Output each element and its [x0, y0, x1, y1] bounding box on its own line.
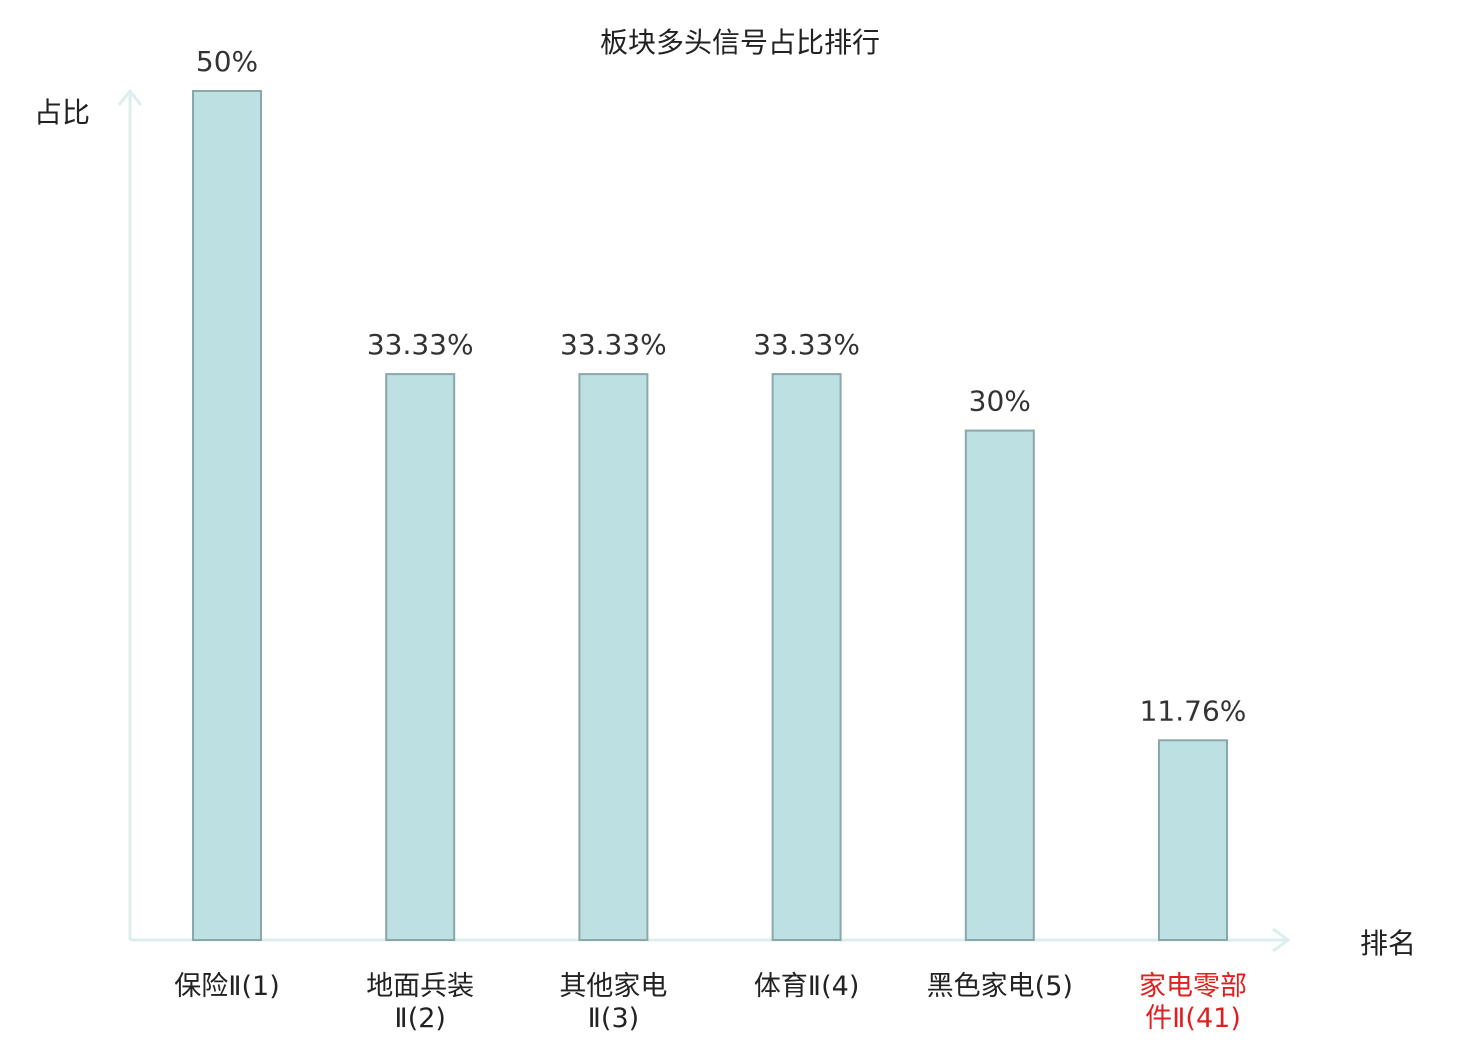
bar [771, 373, 842, 942]
category-label: Ⅱ(3) [588, 1003, 640, 1034]
value-label: 33.33% [753, 328, 860, 361]
value-label: 30% [969, 385, 1031, 418]
y-axis-arrow [117, 88, 143, 106]
bar [385, 373, 456, 942]
bar [578, 373, 649, 942]
bar [1158, 739, 1228, 941]
category-label: 体育Ⅱ(4) [754, 971, 860, 1002]
x-axis-arrow [1272, 927, 1291, 953]
category-label: 保险Ⅱ(1) [174, 971, 280, 1002]
bar [964, 429, 1035, 941]
category-label: Ⅱ(2) [394, 1003, 446, 1034]
value-label: 33.33% [367, 328, 474, 361]
chart-title: 板块多头信号占比排行 [600, 26, 880, 59]
x-axis-label: 排名 [1360, 927, 1416, 960]
category-label: 其他家电 [559, 971, 667, 1002]
category-label: 件Ⅱ(41) [1145, 1003, 1241, 1034]
category-label: 黑色家电(5) [927, 971, 1073, 1002]
value-labels: 50% 33.33% 33.33% 33.33% 30% 11.76% [196, 45, 1247, 727]
y-axis-label: 占比 [34, 96, 90, 129]
bars [192, 90, 1228, 942]
category-label: 地面兵装 [366, 971, 474, 1002]
x-axis [130, 927, 1291, 953]
value-label: 33.33% [560, 328, 667, 361]
category-label: 家电零部 [1139, 971, 1247, 1002]
y-axis [117, 88, 143, 940]
value-label: 50% [196, 45, 258, 78]
value-label: 11.76% [1140, 694, 1247, 727]
bar [192, 90, 262, 941]
